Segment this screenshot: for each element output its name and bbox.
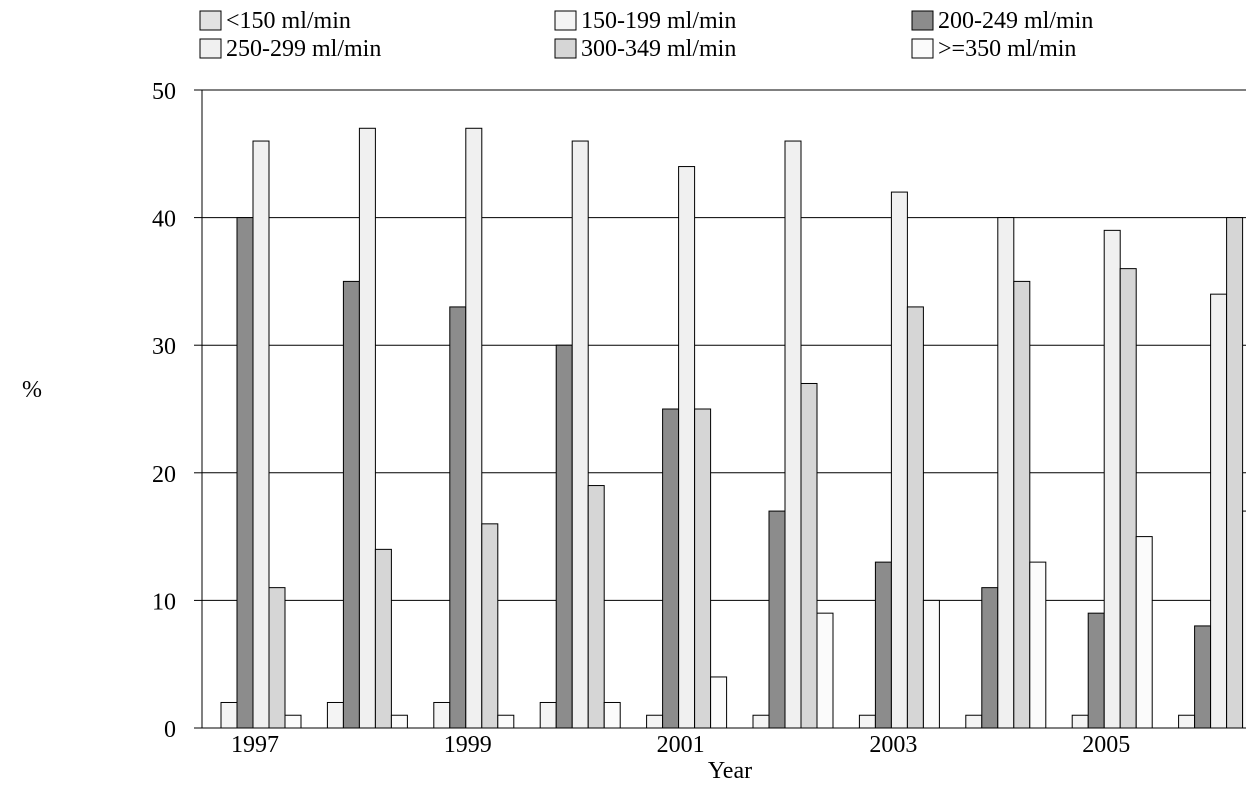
bar	[555, 344, 573, 729]
legend-swatch	[199, 10, 222, 31]
bar	[890, 191, 908, 729]
bar	[1178, 714, 1196, 729]
legend-item: <150 ml/min	[199, 8, 351, 34]
bar	[662, 408, 680, 729]
bar	[816, 612, 834, 729]
bar	[1226, 217, 1244, 729]
y-tick-label: 50	[152, 79, 176, 105]
legend-item: 150-199 ml/min	[554, 8, 736, 34]
bar	[449, 306, 467, 729]
bar	[1029, 561, 1047, 729]
bar	[874, 561, 892, 729]
bar	[390, 714, 408, 729]
bar	[678, 166, 696, 729]
bar	[965, 714, 983, 729]
y-axis-label: %	[22, 377, 42, 403]
bar	[1242, 510, 1246, 729]
x-tick-label: 2003	[869, 732, 917, 758]
bar	[646, 714, 664, 729]
legend-label: 250-299 ml/min	[226, 36, 381, 62]
x-tick-label: 1997	[231, 732, 279, 758]
bar	[284, 714, 302, 729]
y-tick-label: 10	[152, 589, 176, 615]
bar	[465, 127, 483, 729]
bar	[1210, 293, 1228, 729]
bar	[358, 127, 376, 729]
bar	[906, 306, 924, 729]
legend-item: 250-299 ml/min	[199, 36, 381, 62]
y-tick-label: 0	[164, 717, 176, 743]
x-tick-label: 2005	[1082, 732, 1130, 758]
x-axis-label: Year	[708, 758, 752, 784]
y-tick-label: 20	[152, 462, 176, 488]
legend-swatch	[199, 38, 222, 59]
bar	[481, 523, 499, 729]
bar	[587, 485, 605, 729]
y-tick-label: 40	[152, 207, 176, 233]
bar	[1071, 714, 1089, 729]
legend-swatch	[554, 10, 577, 31]
legend-swatch	[911, 38, 934, 59]
bar	[433, 701, 451, 729]
bar	[858, 714, 876, 729]
bar	[252, 140, 270, 729]
legend-label: <150 ml/min	[226, 8, 351, 34]
bar	[603, 701, 621, 729]
bar	[997, 217, 1015, 729]
bar	[1135, 536, 1153, 729]
bar	[539, 701, 557, 729]
gridlines	[202, 89, 1246, 601]
bar	[981, 587, 999, 729]
bar	[710, 676, 728, 729]
bar	[571, 140, 589, 729]
bar	[1087, 612, 1105, 729]
bar	[497, 714, 515, 729]
legend: <150 ml/min 150-199 ml/min 200-249 ml/min 2…	[199, 8, 1093, 62]
y-tick-label: 30	[152, 334, 176, 360]
bar	[1194, 625, 1212, 729]
bar	[236, 217, 254, 729]
bar	[1119, 268, 1137, 729]
bar	[694, 408, 712, 729]
legend-item: >=350 ml/min	[911, 36, 1076, 62]
bar	[752, 714, 770, 729]
bar	[784, 140, 802, 729]
bar	[1103, 229, 1121, 729]
legend-label: 150-199 ml/min	[581, 8, 736, 34]
bars	[220, 127, 1246, 729]
bar	[220, 701, 238, 729]
x-tick-label: 1999	[444, 732, 492, 758]
bar	[1013, 280, 1031, 729]
bar	[268, 587, 286, 729]
bar	[326, 701, 344, 729]
legend-swatch	[911, 10, 934, 31]
bar	[374, 548, 392, 729]
legend-label: 300-349 ml/min	[581, 36, 736, 62]
legend-item: 300-349 ml/min	[554, 36, 736, 62]
axes: 0 10 20 30 40 50 1997 1999 2001 2003 2005	[152, 79, 1246, 758]
legend-label: >=350 ml/min	[938, 36, 1076, 62]
bar	[922, 599, 940, 729]
legend-swatch	[554, 38, 577, 59]
legend-item: 200-249 ml/min	[911, 8, 1093, 34]
bar	[768, 510, 786, 729]
x-tick-label: 2001	[657, 732, 705, 758]
bar	[800, 382, 818, 729]
bar	[342, 280, 360, 729]
legend-label: 200-249 ml/min	[938, 8, 1093, 34]
